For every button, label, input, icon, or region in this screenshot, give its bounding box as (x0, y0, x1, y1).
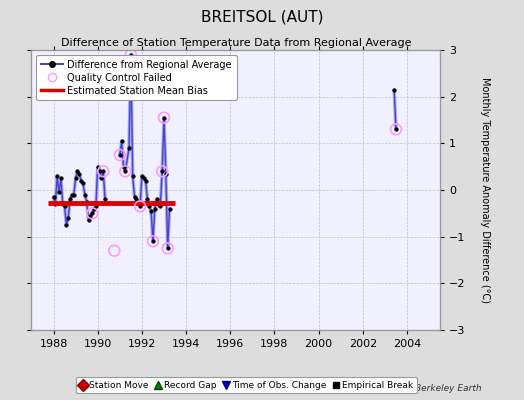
Point (127, 52, 135, 58)
Title: Difference of Station Temperature Data from Regional Average: Difference of Station Temperature Data f… (61, 38, 411, 48)
Text: BREITSOL (AUT): BREITSOL (AUT) (201, 10, 323, 25)
Point (163, 245, 172, 252)
Text: Berkeley Earth: Berkeley Earth (416, 384, 482, 393)
Point (110, 248, 118, 254)
Point (116, 152, 124, 158)
Point (88, 210, 96, 216)
Point (99, 168, 107, 174)
Point (121, 168, 129, 174)
Legend: Difference from Regional Average, Quality Control Failed, Estimated Station Mean: Difference from Regional Average, Qualit… (36, 55, 237, 100)
Point (392, 126, 400, 132)
Y-axis label: Monthly Temperature Anomaly Difference (°C): Monthly Temperature Anomaly Difference (… (479, 77, 489, 303)
Point (149, 238, 157, 244)
Point (160, 114, 168, 121)
Legend: Station Move, Record Gap, Time of Obs. Change, Empirical Break: Station Move, Record Gap, Time of Obs. C… (76, 377, 417, 394)
Point (136, 203, 144, 210)
Point (158, 168, 166, 174)
